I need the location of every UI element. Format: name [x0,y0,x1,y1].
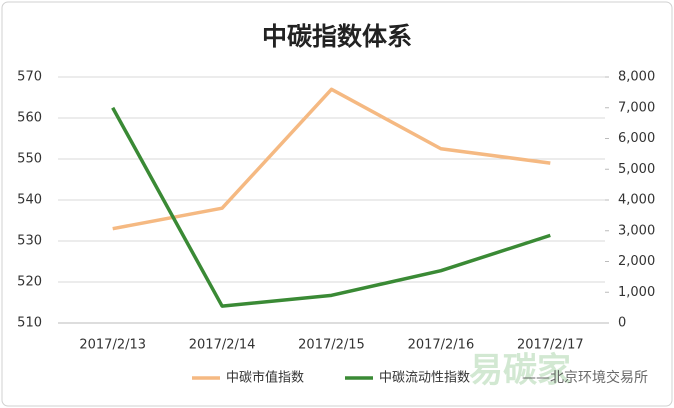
y-tick-label: 510 [17,316,42,331]
y2-tick-label: 0 [618,316,626,331]
watermark: ——北京环境交易所 [522,369,648,386]
x-tick-label: 2017/2/15 [298,338,365,353]
y2-tick-label: 7,000 [618,100,655,115]
y-tick-label: 550 [17,152,42,167]
series-line [111,106,551,308]
y2-tick-label: 3,000 [618,223,655,238]
y-tick-label: 540 [17,193,42,208]
y2-tick-label: 8,000 [618,70,655,85]
watermark: 易碳家 [469,351,571,391]
y2-tick-label: 5,000 [618,162,655,177]
legend-label: 中碳流动性指数 [379,371,470,386]
x-tick-label: 2017/2/17 [517,338,584,353]
y-tick-label: 520 [17,275,42,290]
x-tick-label: 2017/2/14 [189,338,256,353]
y2-tick-label: 4,000 [618,193,655,208]
y2-tick-label: 2,000 [618,254,655,269]
chart-title: 中碳指数体系 [262,22,412,51]
y2-tick-label: 6,000 [618,131,655,146]
y-tick-label: 560 [17,111,42,126]
y-tick-label: 570 [17,70,42,85]
series-line [112,87,551,231]
y-tick-label: 530 [17,234,42,249]
x-tick-label: 2017/2/16 [408,338,475,353]
legend-label: 中碳市值指数 [226,370,304,386]
y2-tick-label: 1,000 [618,285,655,300]
x-tick-label: 2017/2/13 [79,338,146,353]
